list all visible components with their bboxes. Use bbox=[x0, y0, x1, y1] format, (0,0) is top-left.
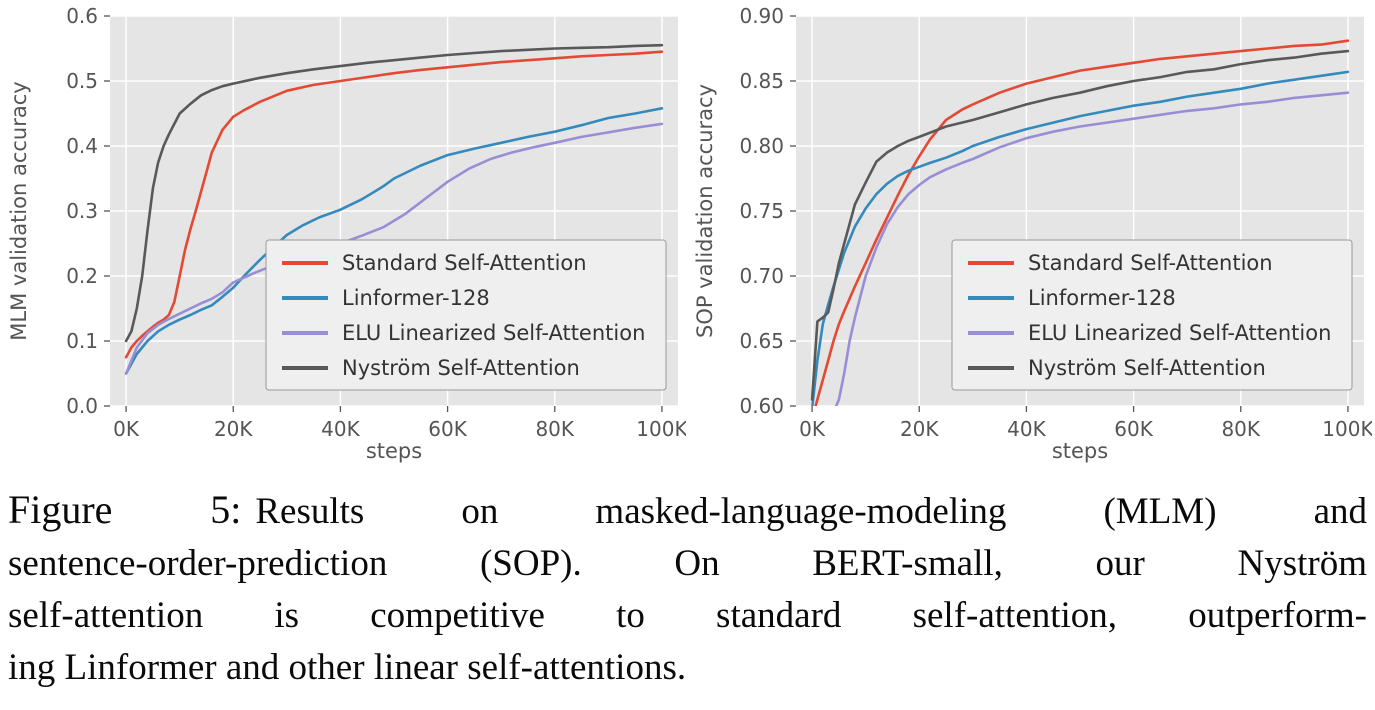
caption-line-1: Figure 5: Results on masked-language-mode… bbox=[8, 484, 1367, 538]
figure-label: Figure 5: bbox=[8, 487, 242, 532]
y-tick-label: 0.0 bbox=[66, 394, 98, 418]
caption-line-4: ing Linformer and other linear self-atte… bbox=[8, 647, 687, 688]
sop-chart-svg: 0.60 0.65 0.70 0.75 0.80 0.85 0.90 0K 20K 40K 60K 8… bbox=[693, 4, 1374, 463]
series-line-linformer-128 bbox=[811, 70, 1350, 406]
legend-label: ELU Linearized Self-Attention bbox=[342, 321, 645, 345]
x-tick-label: 20K bbox=[214, 417, 253, 441]
series-line-standard-self-attention bbox=[124, 50, 664, 359]
series-line-nystr-m-self-attention bbox=[124, 43, 664, 343]
y-tick-label: 0.5 bbox=[66, 69, 98, 93]
y-tick-label: 0.3 bbox=[66, 199, 98, 223]
legend-label: Standard Self-Attention bbox=[1028, 251, 1273, 275]
x-tick-label: 20K bbox=[900, 417, 939, 441]
y-tick-label: 0.85 bbox=[739, 69, 784, 93]
y-tick-label: 0.65 bbox=[739, 329, 784, 353]
y-tick-label: 0.70 bbox=[739, 264, 784, 288]
series-line-linformer-128 bbox=[124, 107, 664, 375]
x-tick-label: 60K bbox=[428, 417, 467, 441]
x-tick-label: 100K bbox=[636, 417, 686, 441]
x-axis-label: steps bbox=[1052, 439, 1108, 463]
x-tick-label: 80K bbox=[1221, 417, 1260, 441]
x-tick-label: 0K bbox=[799, 417, 826, 441]
figure-5-charts: 0.0 0.1 0.2 0.3 0.4 0.5 0.6 0K 20K 40K 60K 80K 100K s… bbox=[0, 2, 1374, 474]
series-line-elu-linearized-self-attention bbox=[834, 91, 1350, 406]
series-line-standard-self-attention bbox=[814, 39, 1350, 406]
legend-box bbox=[951, 239, 1353, 391]
x-tick-label: 80K bbox=[535, 417, 574, 441]
legend-label: Nyström Self-Attention bbox=[1028, 356, 1266, 380]
legend-box bbox=[265, 239, 667, 391]
y-tick-label: 0.1 bbox=[66, 329, 98, 353]
y-tick-label: 0.90 bbox=[739, 4, 784, 28]
y-tick-label: 0.6 bbox=[66, 4, 98, 28]
y-tick-label: 0.80 bbox=[739, 134, 784, 158]
y-tick-label: 0.4 bbox=[66, 134, 98, 158]
x-tick-label: 0K bbox=[113, 417, 140, 441]
y-axis-label: SOP validation accuracy bbox=[693, 84, 717, 338]
y-tick-label: 0.75 bbox=[739, 199, 784, 223]
y-axis-label: MLM validation accuracy bbox=[7, 81, 31, 340]
caption-line-3: self-attention is competitive to standar… bbox=[8, 595, 1367, 636]
series-line-nystr-m-self-attention bbox=[810, 49, 1350, 401]
y-tick-label: 0.60 bbox=[739, 394, 784, 418]
caption-line-2: sentence-order-prediction (SOP). On BERT… bbox=[8, 543, 1367, 584]
legend-label: Nyström Self-Attention bbox=[342, 356, 580, 380]
y-tick-label: 0.2 bbox=[66, 264, 98, 288]
x-axis-label: steps bbox=[366, 439, 422, 463]
x-tick-label: 40K bbox=[321, 417, 360, 441]
legend-label: Linformer-128 bbox=[342, 286, 490, 310]
sop-chart-panel: 0.60 0.65 0.70 0.75 0.80 0.85 0.90 0K 20K 40K 60K 8… bbox=[686, 2, 1374, 474]
x-tick-label: 60K bbox=[1114, 417, 1153, 441]
legend-label: ELU Linearized Self-Attention bbox=[1028, 321, 1331, 345]
mlm-chart-panel: 0.0 0.1 0.2 0.3 0.4 0.5 0.6 0K 20K 40K 60K 80K 100K s… bbox=[0, 2, 688, 474]
figure-caption: Figure 5: Results on masked-language-mode… bbox=[0, 484, 1375, 694]
mlm-chart-svg: 0.0 0.1 0.2 0.3 0.4 0.5 0.6 0K 20K 40K 60K 80K 100K s… bbox=[7, 4, 688, 463]
x-tick-label: 100K bbox=[1322, 417, 1372, 441]
legend-label: Linformer-128 bbox=[1028, 286, 1176, 310]
caption-text-1: Results on masked-language-modeling (MLM… bbox=[255, 491, 1367, 532]
legend-label: Standard Self-Attention bbox=[342, 251, 587, 275]
x-tick-label: 40K bbox=[1007, 417, 1046, 441]
